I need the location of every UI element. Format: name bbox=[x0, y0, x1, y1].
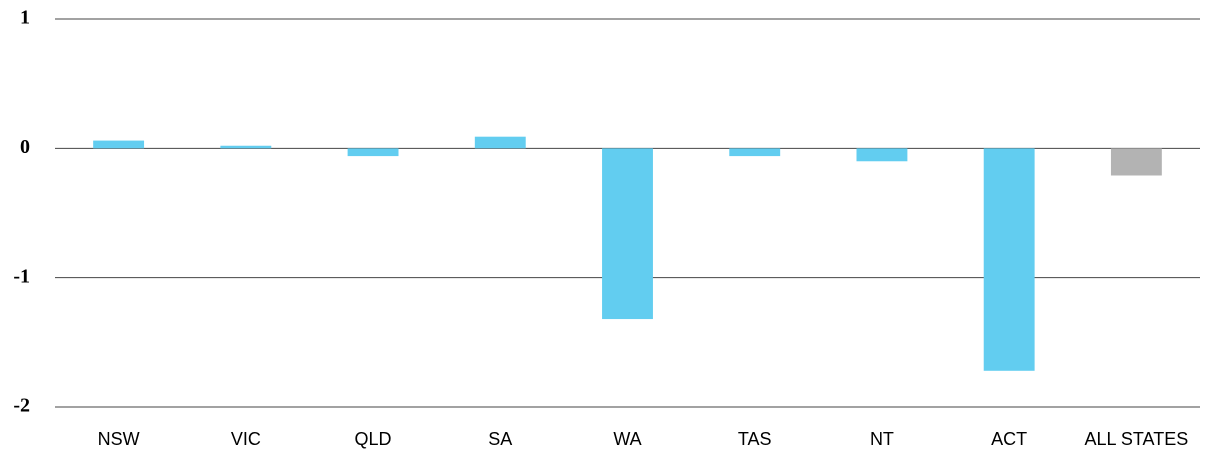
bar bbox=[856, 148, 908, 162]
y-tick-label: 1 bbox=[20, 7, 30, 29]
bar bbox=[93, 140, 145, 149]
bar bbox=[602, 148, 653, 320]
bar bbox=[1110, 148, 1162, 176]
bar bbox=[983, 148, 1035, 371]
bar bbox=[220, 145, 272, 149]
x-tick-label: NT bbox=[870, 429, 894, 449]
x-tick-label: WA bbox=[613, 429, 641, 449]
x-tick-label: NSW bbox=[98, 429, 140, 449]
x-tick-label: ACT bbox=[991, 429, 1027, 449]
y-tick-label: -2 bbox=[13, 395, 30, 417]
x-tick-label: VIC bbox=[231, 429, 261, 449]
x-tick-label: TAS bbox=[738, 429, 772, 449]
bar bbox=[729, 148, 781, 157]
x-tick-label: SA bbox=[488, 429, 512, 449]
y-tick-label: -1 bbox=[13, 265, 30, 287]
bar bbox=[474, 136, 526, 149]
x-tick-label: ALL STATES bbox=[1085, 429, 1189, 449]
x-tick-label: QLD bbox=[355, 429, 392, 449]
bar bbox=[347, 148, 399, 157]
y-tick-label: 0 bbox=[20, 136, 30, 158]
